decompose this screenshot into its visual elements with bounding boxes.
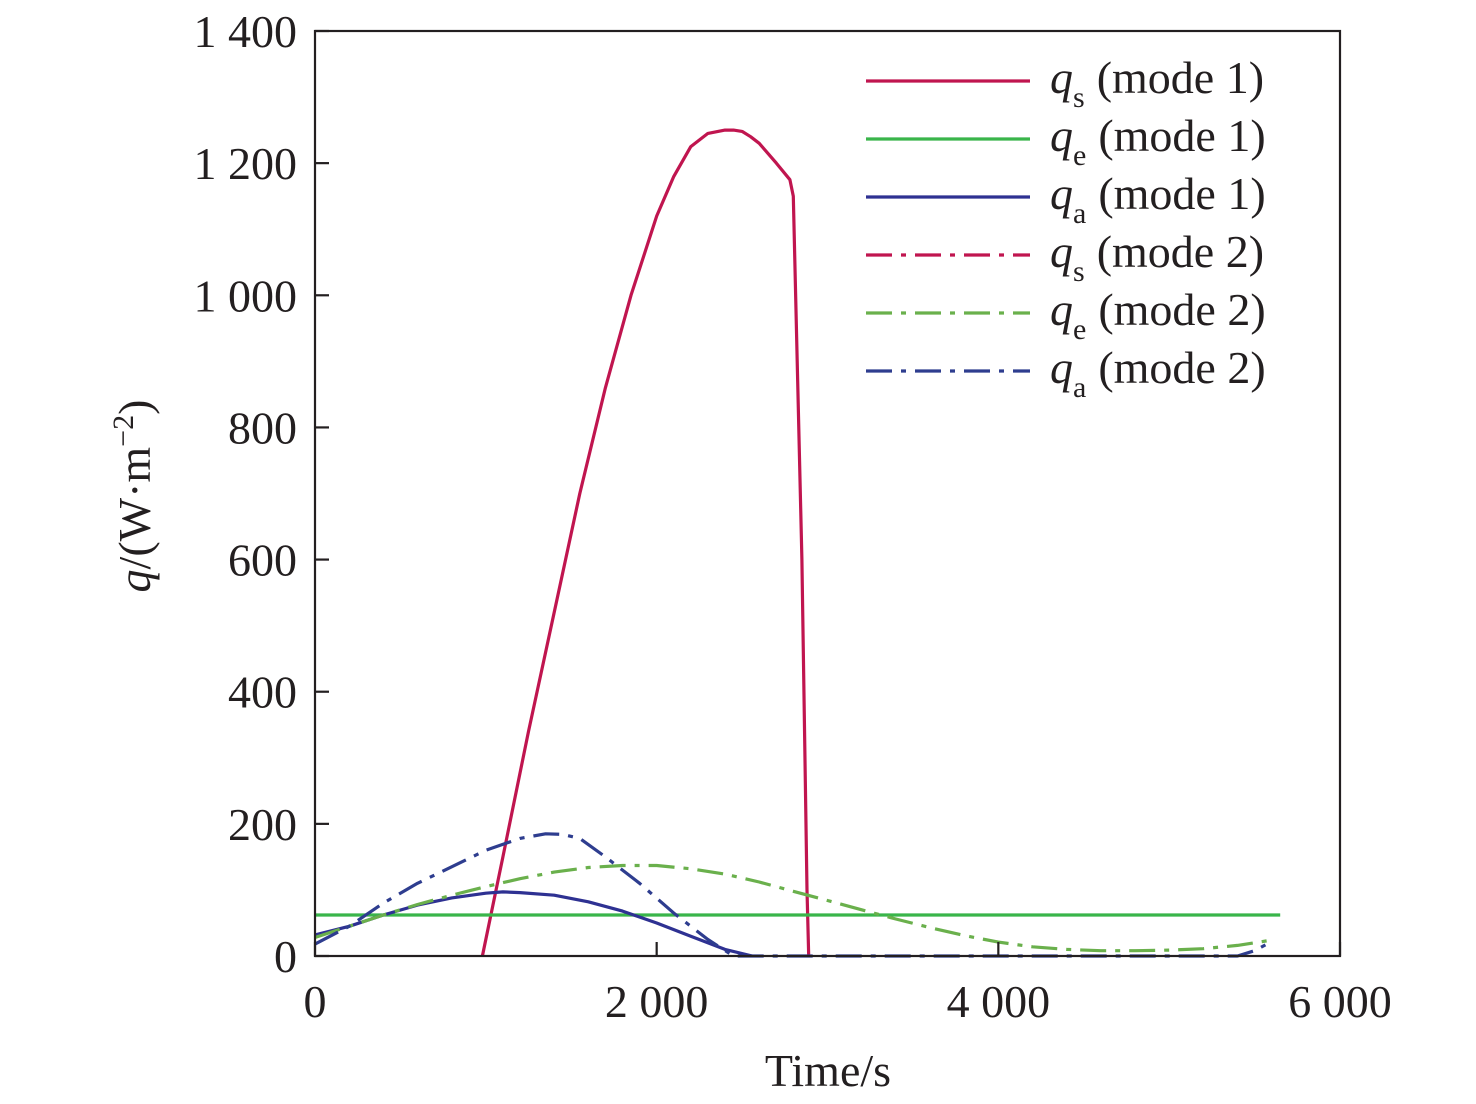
y-axis-unit-exponent: −2 (107, 415, 140, 447)
y-tick-label: 1 200 (194, 138, 298, 189)
legend-label: qs (mode 1) (1050, 52, 1264, 114)
legend-symbol: q (1050, 168, 1073, 219)
legend-label: qa (mode 1) (1050, 168, 1266, 230)
legend-subscript: e (1073, 139, 1086, 172)
x-tick-label: 2 000 (605, 976, 709, 1027)
legend-symbol: q (1050, 52, 1073, 103)
legend-symbol: q (1050, 284, 1073, 335)
legend-label: qs (mode 2) (1050, 226, 1264, 288)
legend-mode: (mode 1) (1098, 110, 1265, 161)
legend-mode: (mode 1) (1097, 52, 1264, 103)
x-tick-label: 6 000 (1288, 976, 1392, 1027)
y-axis-unit-close: ) (109, 400, 160, 415)
series-line-s-mode1 (480, 128, 811, 957)
legend-subscript: e (1073, 313, 1086, 346)
y-axis-title: q/(W·m−2) (107, 400, 160, 593)
legend-mode: (mode 1) (1098, 168, 1265, 219)
x-axis-title: Time/s (765, 1045, 891, 1096)
y-tick-label: 800 (228, 402, 297, 453)
x-tick-label: 4 000 (947, 976, 1051, 1027)
y-axis-symbol: q (109, 569, 160, 592)
legend-symbol: q (1050, 226, 1073, 277)
legend-mode: (mode 2) (1097, 226, 1264, 277)
series-line-a-mode2 (314, 832, 1273, 958)
y-tick-label: 1 000 (194, 270, 298, 321)
y-axis: 0 200 400 600 800 1 000 1 200 1 400 (194, 6, 329, 982)
legend-subscript: s (1073, 255, 1085, 288)
legend-mode: (mode 2) (1098, 342, 1265, 393)
legend-label: qa (mode 2) (1050, 342, 1266, 404)
y-tick-label: 0 (274, 931, 297, 982)
y-tick-label: 200 (228, 799, 297, 850)
x-axis: 0 2 000 4 000 6 000 (304, 942, 1392, 1027)
series-layer (314, 128, 1281, 958)
legend-subscript: a (1073, 197, 1086, 230)
y-axis-unit: /(W·m (109, 447, 160, 570)
legend-symbol: q (1050, 110, 1073, 161)
series-line-e-mode2 (314, 863, 1272, 953)
legend-mode: (mode 2) (1098, 284, 1265, 335)
series-line-a-mode1 (314, 890, 753, 958)
legend: qs (mode 1)qe (mode 1)qa (mode 1)qs (mode 2)… (866, 52, 1266, 404)
y-tick-label: 600 (228, 535, 297, 586)
legend-subscript: a (1073, 371, 1086, 404)
legend-label: qe (mode 2) (1050, 284, 1266, 346)
legend-subscript: s (1073, 81, 1085, 114)
plot-frame (313, 29, 1342, 958)
y-tick-label: 400 (228, 667, 297, 718)
legend-symbol: q (1050, 342, 1073, 393)
y-tick-label: 1 400 (194, 6, 298, 57)
legend-label: qe (mode 1) (1050, 110, 1266, 172)
x-tick-label: 0 (304, 976, 327, 1027)
